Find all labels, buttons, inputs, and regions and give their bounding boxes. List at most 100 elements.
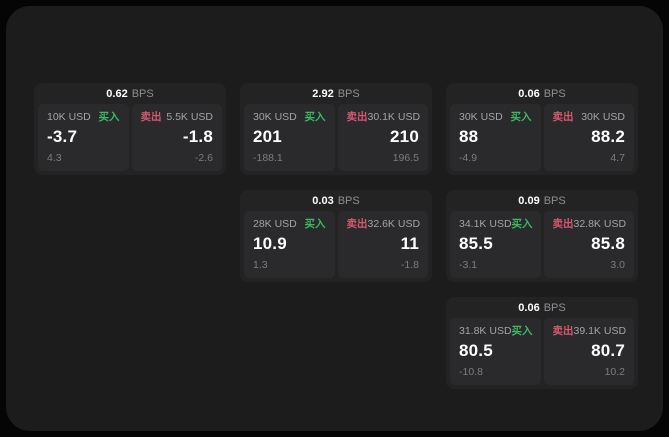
sell-amount: 32.6K USD (367, 218, 421, 230)
buy-delta: -4.9 (459, 152, 478, 164)
sell-tag: 卖出 (346, 111, 368, 123)
sell-panel[interactable]: 卖出 30K USD 88.2 4.7 (543, 104, 634, 171)
buy-tag: 买入 (98, 111, 120, 123)
bps-value: 0.09 (518, 194, 540, 207)
card-header: 0.06 BPS (450, 297, 634, 318)
sell-tag: 卖出 (140, 111, 162, 123)
buy-panel-top: 34.1K USD 买入 (459, 218, 533, 231)
buy-panel-top: 10K USD 买入 (47, 111, 120, 124)
buy-panel[interactable]: 31.8K USD 买入 80.5 -10.8 (450, 318, 541, 385)
buy-amount: 28K USD (253, 218, 297, 230)
buy-delta: -3.1 (459, 259, 478, 271)
quote-card[interactable]: 0.06 BPS 31.8K USD 买入 80.5 -10.8 卖出 39.1… (446, 297, 638, 389)
buy-price: -3.7 (47, 127, 78, 146)
buy-tag: 买入 (304, 218, 326, 230)
sell-delta: 196.5 (392, 152, 419, 164)
buy-panel[interactable]: 28K USD 买入 10.9 1.3 (244, 211, 335, 278)
card-header: 0.03 BPS (244, 190, 428, 211)
buy-price: 10.9 (253, 234, 287, 253)
buy-panel-top: 30K USD 买入 (253, 111, 326, 124)
buy-amount: 30K USD (253, 111, 297, 123)
sell-panel-top: 卖出 5.5K USD (141, 111, 214, 124)
quote-card[interactable]: 0.03 BPS 28K USD 买入 10.9 1.3 卖出 32.6K US… (240, 190, 432, 282)
sell-amount: 5.5K USD (166, 111, 213, 123)
quote-card[interactable]: 0.09 BPS 34.1K USD 买入 85.5 -3.1 卖出 32.8K… (446, 190, 638, 282)
buy-tag: 买入 (510, 111, 532, 123)
buy-amount: 31.8K USD (459, 325, 512, 337)
buy-price: 201 (253, 127, 282, 146)
sell-delta: -2.6 (194, 152, 213, 164)
bps-unit-label: BPS (337, 194, 360, 207)
sell-panel[interactable]: 卖出 32.6K USD 11 -1.8 (337, 211, 428, 278)
buy-tag: 买入 (511, 218, 533, 230)
buy-tag: 买入 (511, 325, 533, 337)
sell-panel-top: 卖出 39.1K USD (552, 325, 627, 338)
sell-price: 88.2 (591, 127, 625, 146)
buy-delta: -10.8 (459, 366, 483, 378)
buy-price: 88 (459, 127, 479, 146)
buy-price: 85.5 (459, 234, 493, 253)
buy-panel[interactable]: 30K USD 买入 201 -188.1 (244, 104, 335, 171)
card-header: 0.06 BPS (450, 83, 634, 104)
card-body: 30K USD 买入 201 -188.1 卖出 30.1K USD 210 1… (244, 104, 428, 171)
bps-unit-label: BPS (131, 87, 154, 100)
sell-price: 210 (390, 127, 419, 146)
sell-panel[interactable]: 卖出 39.1K USD 80.7 10.2 (543, 318, 634, 385)
sell-amount: 30.1K USD (367, 111, 421, 123)
bps-value: 0.06 (518, 87, 540, 100)
buy-tag: 买入 (304, 111, 326, 123)
quote-card[interactable]: 0.06 BPS 30K USD 买入 88 -4.9 卖出 30K USD 8… (446, 83, 638, 175)
sell-panel-top: 卖出 30.1K USD (346, 111, 421, 124)
buy-panel[interactable]: 10K USD 买入 -3.7 4.3 (38, 104, 129, 171)
bps-unit-label: BPS (543, 87, 566, 100)
sell-tag: 卖出 (552, 218, 574, 230)
sell-amount: 32.8K USD (573, 218, 627, 230)
sell-panel-top: 卖出 30K USD (553, 111, 626, 124)
buy-panel-top: 31.8K USD 买入 (459, 325, 533, 338)
buy-amount: 34.1K USD (459, 218, 512, 230)
sell-panel[interactable]: 卖出 32.8K USD 85.8 3.0 (543, 211, 634, 278)
buy-panel-top: 28K USD 买入 (253, 218, 326, 231)
quote-card[interactable]: 0.62 BPS 10K USD 买入 -3.7 4.3 卖出 5.5K USD… (34, 83, 226, 175)
sell-delta: -1.8 (400, 259, 419, 271)
buy-panel-top: 30K USD 买入 (459, 111, 532, 124)
sell-delta: 10.2 (604, 366, 625, 378)
sell-panel[interactable]: 卖出 30.1K USD 210 196.5 (337, 104, 428, 171)
bps-value: 0.03 (312, 194, 334, 207)
sell-amount: 30K USD (581, 111, 625, 123)
buy-delta: 1.3 (253, 259, 268, 271)
card-header: 0.62 BPS (38, 83, 222, 104)
card-body: 28K USD 买入 10.9 1.3 卖出 32.6K USD 11 -1.8 (244, 211, 428, 278)
sell-panel-top: 卖出 32.6K USD (346, 218, 421, 231)
quote-card[interactable]: 2.92 BPS 30K USD 买入 201 -188.1 卖出 30.1K … (240, 83, 432, 175)
card-header: 2.92 BPS (244, 83, 428, 104)
sell-amount: 39.1K USD (573, 325, 627, 337)
sell-price: 11 (400, 234, 419, 253)
bps-unit-label: BPS (543, 301, 566, 314)
sell-tag: 卖出 (552, 325, 574, 337)
buy-delta: 4.3 (47, 152, 62, 164)
sell-delta: 4.7 (610, 152, 625, 164)
sell-panel[interactable]: 卖出 5.5K USD -1.8 -2.6 (131, 104, 222, 171)
sell-panel-top: 卖出 32.8K USD (552, 218, 627, 231)
bps-value: 0.06 (518, 301, 540, 314)
card-body: 10K USD 买入 -3.7 4.3 卖出 5.5K USD -1.8 -2.… (38, 104, 222, 171)
bps-value: 2.92 (312, 87, 334, 100)
bps-value: 0.62 (106, 87, 128, 100)
quotes-panel: 0.62 BPS 10K USD 买入 -3.7 4.3 卖出 5.5K USD… (6, 6, 663, 431)
sell-delta: 3.0 (610, 259, 625, 271)
buy-panel[interactable]: 30K USD 买入 88 -4.9 (450, 104, 541, 171)
sell-price: 80.7 (591, 341, 625, 360)
bps-unit-label: BPS (543, 194, 566, 207)
buy-amount: 10K USD (47, 111, 91, 123)
card-body: 31.8K USD 买入 80.5 -10.8 卖出 39.1K USD 80.… (450, 318, 634, 385)
card-body: 34.1K USD 买入 85.5 -3.1 卖出 32.8K USD 85.8… (450, 211, 634, 278)
sell-price: -1.8 (182, 127, 213, 146)
bps-unit-label: BPS (337, 87, 360, 100)
card-header: 0.09 BPS (450, 190, 634, 211)
card-body: 30K USD 买入 88 -4.9 卖出 30K USD 88.2 4.7 (450, 104, 634, 171)
sell-tag: 卖出 (552, 111, 574, 123)
buy-panel[interactable]: 34.1K USD 买入 85.5 -3.1 (450, 211, 541, 278)
sell-tag: 卖出 (346, 218, 368, 230)
buy-delta: -188.1 (253, 152, 283, 164)
